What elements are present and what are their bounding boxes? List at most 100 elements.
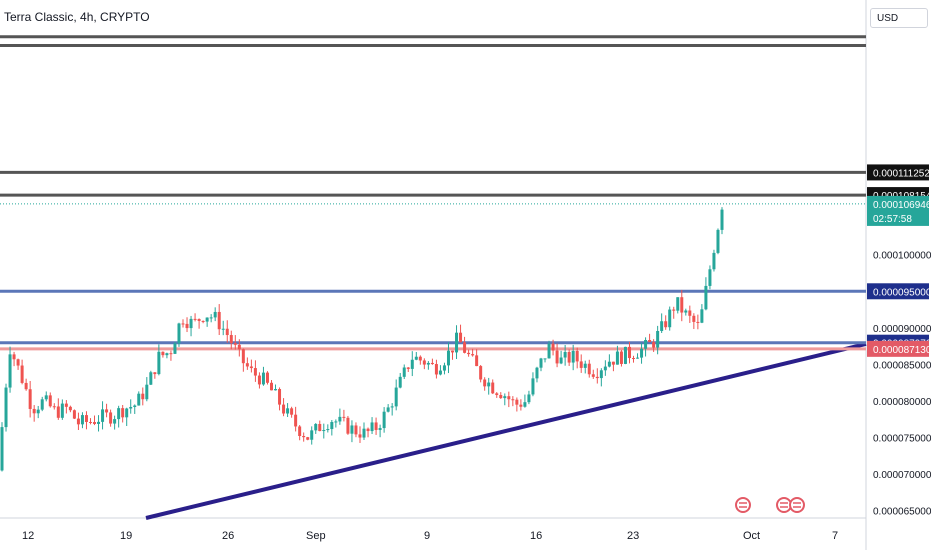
candle-body: [527, 394, 530, 402]
candle-body: [330, 422, 333, 429]
candle-body: [531, 378, 534, 394]
candle-body: [173, 343, 176, 354]
candle-body: [258, 376, 261, 385]
candle-body: [700, 309, 703, 322]
candle-body: [286, 408, 289, 413]
candle-body: [322, 430, 325, 431]
candle-body: [157, 352, 160, 374]
candle-body: [101, 409, 104, 421]
candle-body: [708, 269, 711, 286]
candle-body: [668, 310, 671, 328]
candle-body: [222, 329, 225, 330]
candle-body: [367, 429, 370, 431]
candle-body: [588, 364, 591, 375]
candle-body: [539, 358, 542, 367]
x-tick-label: 9: [424, 530, 430, 542]
candle-body: [443, 365, 446, 370]
candle-body: [238, 345, 241, 349]
candle-body: [93, 422, 96, 424]
candle-body: [620, 352, 623, 364]
candle-body: [395, 388, 398, 407]
candle-body: [198, 319, 201, 321]
candle-body: [387, 407, 390, 411]
candle-body: [73, 410, 76, 418]
candle-body: [85, 415, 88, 422]
candle-body: [660, 321, 663, 331]
candle-body: [471, 354, 474, 355]
candle-body: [21, 366, 24, 383]
x-tick-label: 26: [222, 530, 234, 542]
candle-body: [358, 434, 361, 437]
economic-event-icon[interactable]: [736, 498, 750, 512]
currency-select[interactable]: USD: [870, 8, 928, 28]
candle-body: [507, 396, 510, 399]
candle-body: [270, 383, 273, 391]
candle-body: [721, 210, 724, 230]
candle-body: [182, 323, 185, 324]
candle-body: [125, 409, 128, 418]
candle-body: [560, 358, 563, 364]
level-price-tag-4: 0.000111252: [873, 168, 930, 179]
candle-body: [49, 395, 52, 406]
y-tick-label: 0.000085000: [873, 360, 932, 371]
candle-body: [503, 396, 506, 398]
candle-body: [81, 415, 84, 424]
candle-body: [632, 358, 635, 359]
candle-body: [399, 377, 402, 388]
candle-body: [648, 340, 651, 342]
candle-body: [306, 437, 309, 440]
candle-body: [294, 415, 297, 427]
current-price-tag: 0.000106946: [873, 200, 932, 211]
candle-body: [487, 383, 490, 387]
candle-body: [628, 347, 631, 358]
candle-body: [684, 310, 687, 312]
candle-body: [169, 353, 172, 354]
candle-body: [576, 351, 579, 361]
candle-body: [282, 405, 285, 414]
candle-body: [302, 436, 305, 437]
candle-body: [210, 317, 213, 318]
candle-body: [65, 404, 68, 407]
economic-event-icon[interactable]: [790, 498, 804, 512]
candle-body: [153, 372, 156, 374]
candle-body: [680, 297, 683, 312]
candle-body: [53, 406, 56, 407]
candle-body: [310, 430, 313, 439]
candle-body: [165, 353, 168, 355]
x-tick-label: Sep: [306, 530, 326, 542]
candle-body: [177, 323, 180, 343]
candle-body: [403, 367, 406, 376]
x-tick-label: 16: [530, 530, 542, 542]
candle-body: [37, 410, 40, 414]
candle-body: [326, 429, 329, 430]
candle-body: [716, 230, 719, 253]
candle-body: [499, 395, 502, 398]
candle-body: [548, 344, 551, 359]
candle-body: [664, 321, 667, 327]
candle-body: [511, 399, 514, 400]
y-tick-label: 0.000075000: [873, 434, 932, 445]
candle-body: [640, 349, 643, 358]
candle-body: [318, 424, 321, 431]
candle-body: [475, 355, 478, 366]
candle-body: [491, 383, 494, 394]
candle-body: [363, 429, 366, 438]
economic-event-icon[interactable]: [777, 498, 791, 512]
candle-body: [214, 312, 217, 317]
candle-body: [495, 393, 498, 395]
candle-body: [572, 351, 575, 363]
candle-body: [692, 316, 695, 322]
candle-body: [375, 422, 378, 430]
candle-body: [556, 351, 559, 364]
candle-body: [9, 354, 12, 387]
y-tick-label: 0.000090000: [873, 324, 932, 335]
candle-body: [346, 418, 349, 434]
candle-body: [423, 360, 426, 364]
candle-body: [89, 422, 92, 423]
candle-body: [580, 361, 583, 367]
candle-body: [564, 352, 567, 358]
candle-body: [644, 340, 647, 349]
candle-body: [419, 357, 422, 361]
candle-body: [133, 406, 136, 407]
